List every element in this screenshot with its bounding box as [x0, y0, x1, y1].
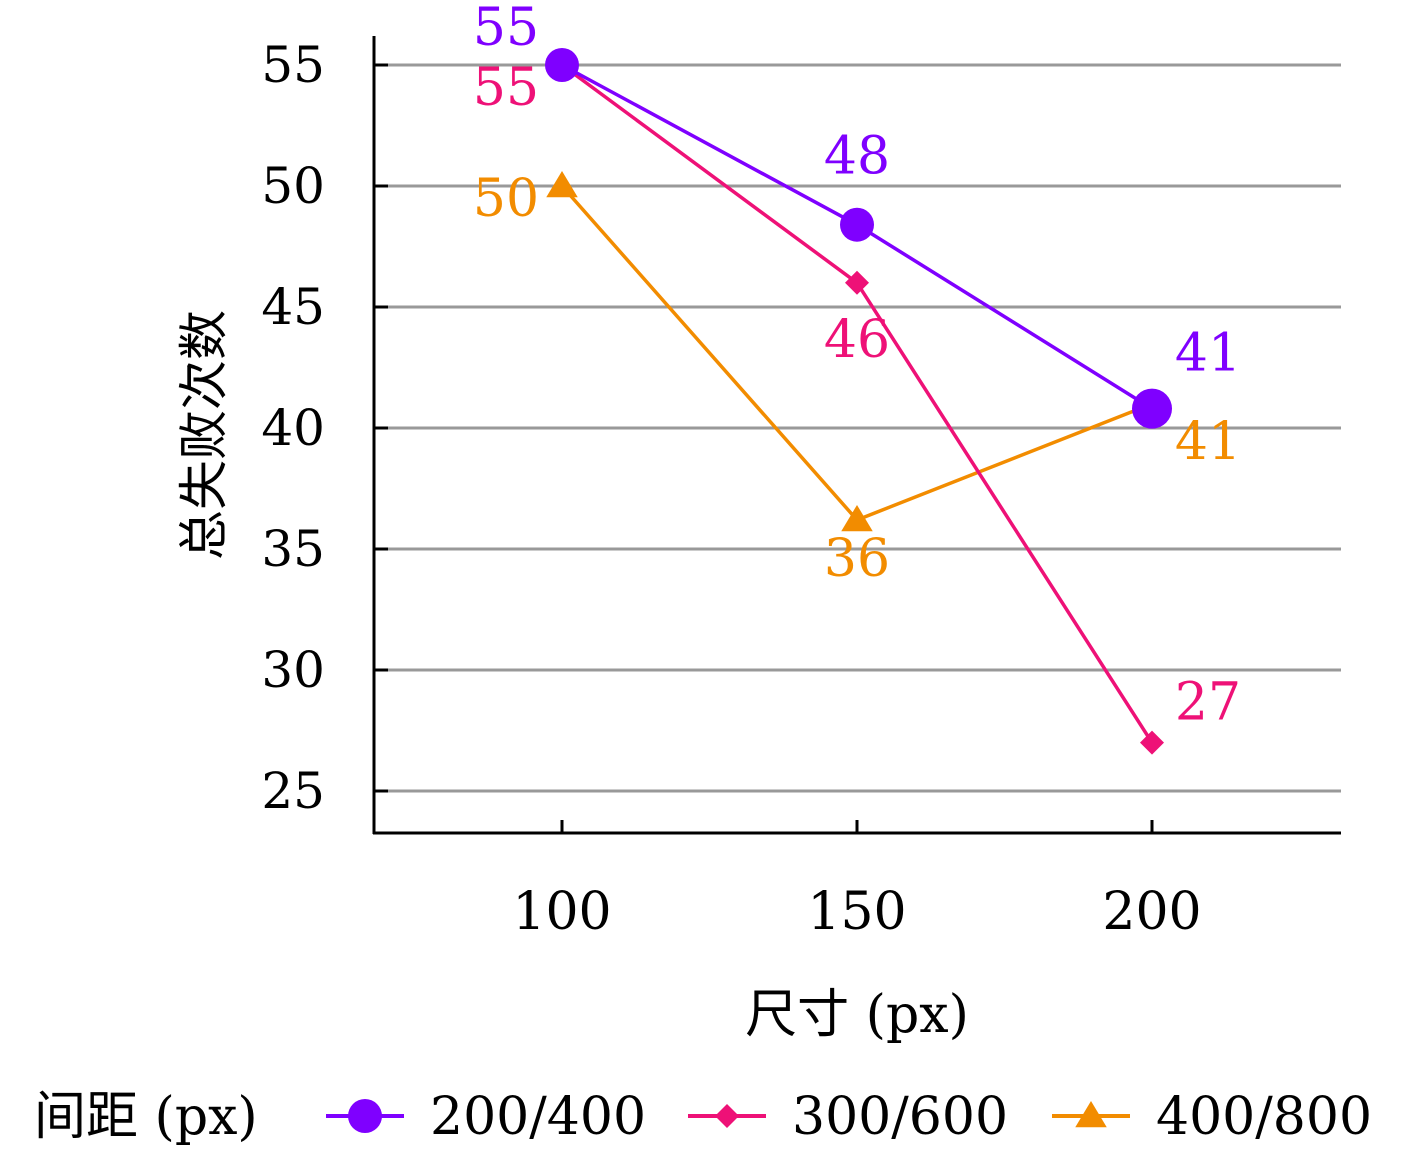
y-tick-label-35: 35: [261, 520, 325, 578]
data-point-400/800-150: [841, 504, 873, 532]
data-label-200/400-150: 48: [824, 127, 890, 187]
data-point-300/600-200: [1140, 730, 1164, 755]
y-axis-title: 总失败次数: [175, 310, 233, 560]
data-point-300/600-150: [845, 270, 869, 295]
data-label-400/800-100: 50: [473, 169, 539, 229]
data-label-200/400-200: 41: [1175, 324, 1241, 384]
legend-title: 间距 (px): [34, 1087, 258, 1147]
y-tick-label-55: 55: [261, 36, 325, 94]
data-point-200/400-100: [545, 48, 579, 82]
y-tick-label-40: 40: [261, 399, 325, 457]
legend-label-200/400: 200/400: [430, 1087, 646, 1147]
x-axis-title: 尺寸 (px): [745, 985, 969, 1045]
y-tick-label-25: 25: [261, 762, 325, 820]
x-tick-label-150: 150: [807, 882, 906, 942]
series-layer: [545, 48, 1172, 755]
data-label-300/600-150: 46: [824, 310, 890, 370]
data-label-400/800-200: 41: [1175, 412, 1241, 472]
legend: 间距 (px) 200/400 300/600 400/800: [34, 1087, 1372, 1147]
legend-marker-400/800: [1075, 1101, 1107, 1128]
data-point-200/400-150: [840, 207, 874, 242]
data-label-400/800-150: 36: [824, 529, 890, 589]
legend-label-300/600: 300/600: [792, 1087, 1008, 1147]
legend-marker-200/400: [348, 1099, 382, 1133]
gridlines: [374, 63, 1341, 793]
legend-item-300/600: 300/600: [688, 1087, 1008, 1147]
y-axis-ticks: 25 30 35 40 45 50 55: [261, 36, 388, 820]
y-tick-label-45: 45: [261, 278, 325, 336]
data-label-300/600-200: 27: [1175, 673, 1241, 733]
data-labels: 50 36 41 55 46 27 55 48 41: [473, 0, 1241, 733]
series-200/400: [545, 48, 1172, 429]
data-label-300/600-100: 55: [473, 58, 539, 118]
legend-label-400/800: 400/800: [1156, 1087, 1372, 1147]
data-point-400/800-100: [546, 171, 578, 198]
y-tick-label-50: 50: [261, 157, 325, 215]
data-point-200/400-200: [1132, 388, 1172, 429]
y-tick-label-30: 30: [261, 641, 325, 699]
legend-item-400/800: 400/800: [1052, 1087, 1372, 1147]
legend-marker-300/600: [715, 1104, 739, 1128]
x-tick-label-100: 100: [512, 882, 611, 942]
x-axis-ticks: 100 150 200: [512, 820, 1202, 942]
x-tick-label-200: 200: [1102, 882, 1201, 942]
legend-item-200/400: 200/400: [326, 1087, 646, 1147]
data-label-200/400-100: 55: [473, 0, 539, 58]
